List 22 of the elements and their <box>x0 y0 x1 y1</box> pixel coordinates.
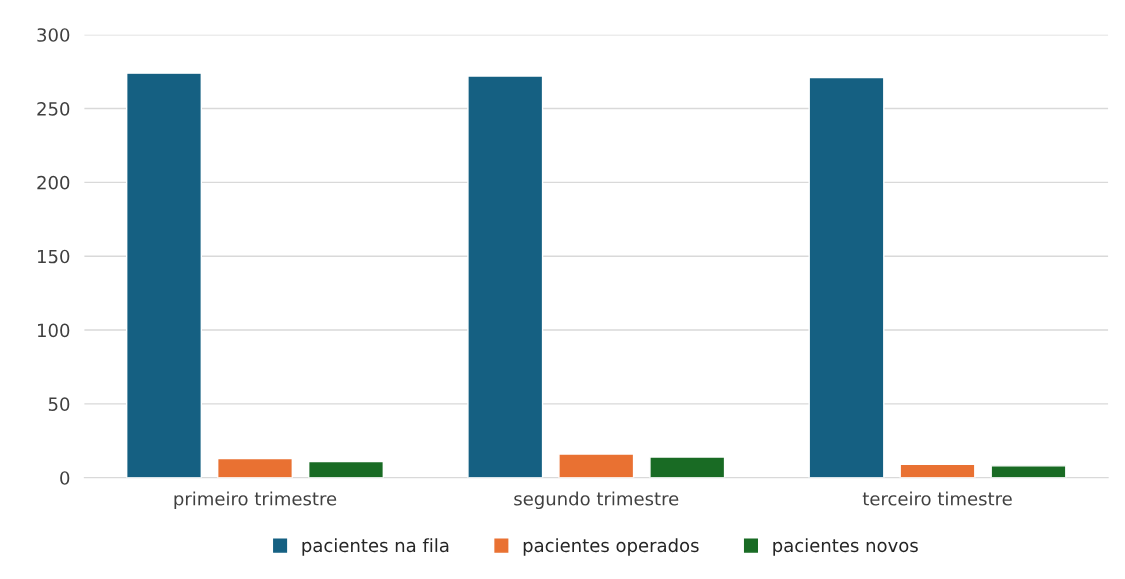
y-tick-label: 0 <box>60 471 70 485</box>
bar <box>307 460 385 478</box>
bar <box>467 75 544 478</box>
legend-label: pacientes novos <box>773 538 918 556</box>
y-tick-label: 100 <box>38 323 70 338</box>
bar <box>649 456 726 478</box>
y-tick-label: 300 <box>37 28 70 42</box>
y-tick-label: 50 <box>48 397 70 411</box>
bar <box>216 457 294 478</box>
x-tick-label: primeiro trimestre <box>174 491 337 510</box>
y-tick-label: 200 <box>37 175 70 190</box>
x-tick-label: segundo trimestre <box>514 491 679 510</box>
legend-label: pacientes na fila <box>302 538 449 556</box>
bar <box>558 453 635 478</box>
legend-label: pacientes operados <box>523 538 699 556</box>
bar <box>125 72 203 478</box>
bar <box>899 463 976 478</box>
y-tick-label: 250 <box>37 102 70 116</box>
y-tick-label: 150 <box>38 249 70 264</box>
bar <box>990 465 1067 478</box>
bar <box>808 76 885 478</box>
x-tick-label: terceiro timestre <box>862 491 1012 506</box>
